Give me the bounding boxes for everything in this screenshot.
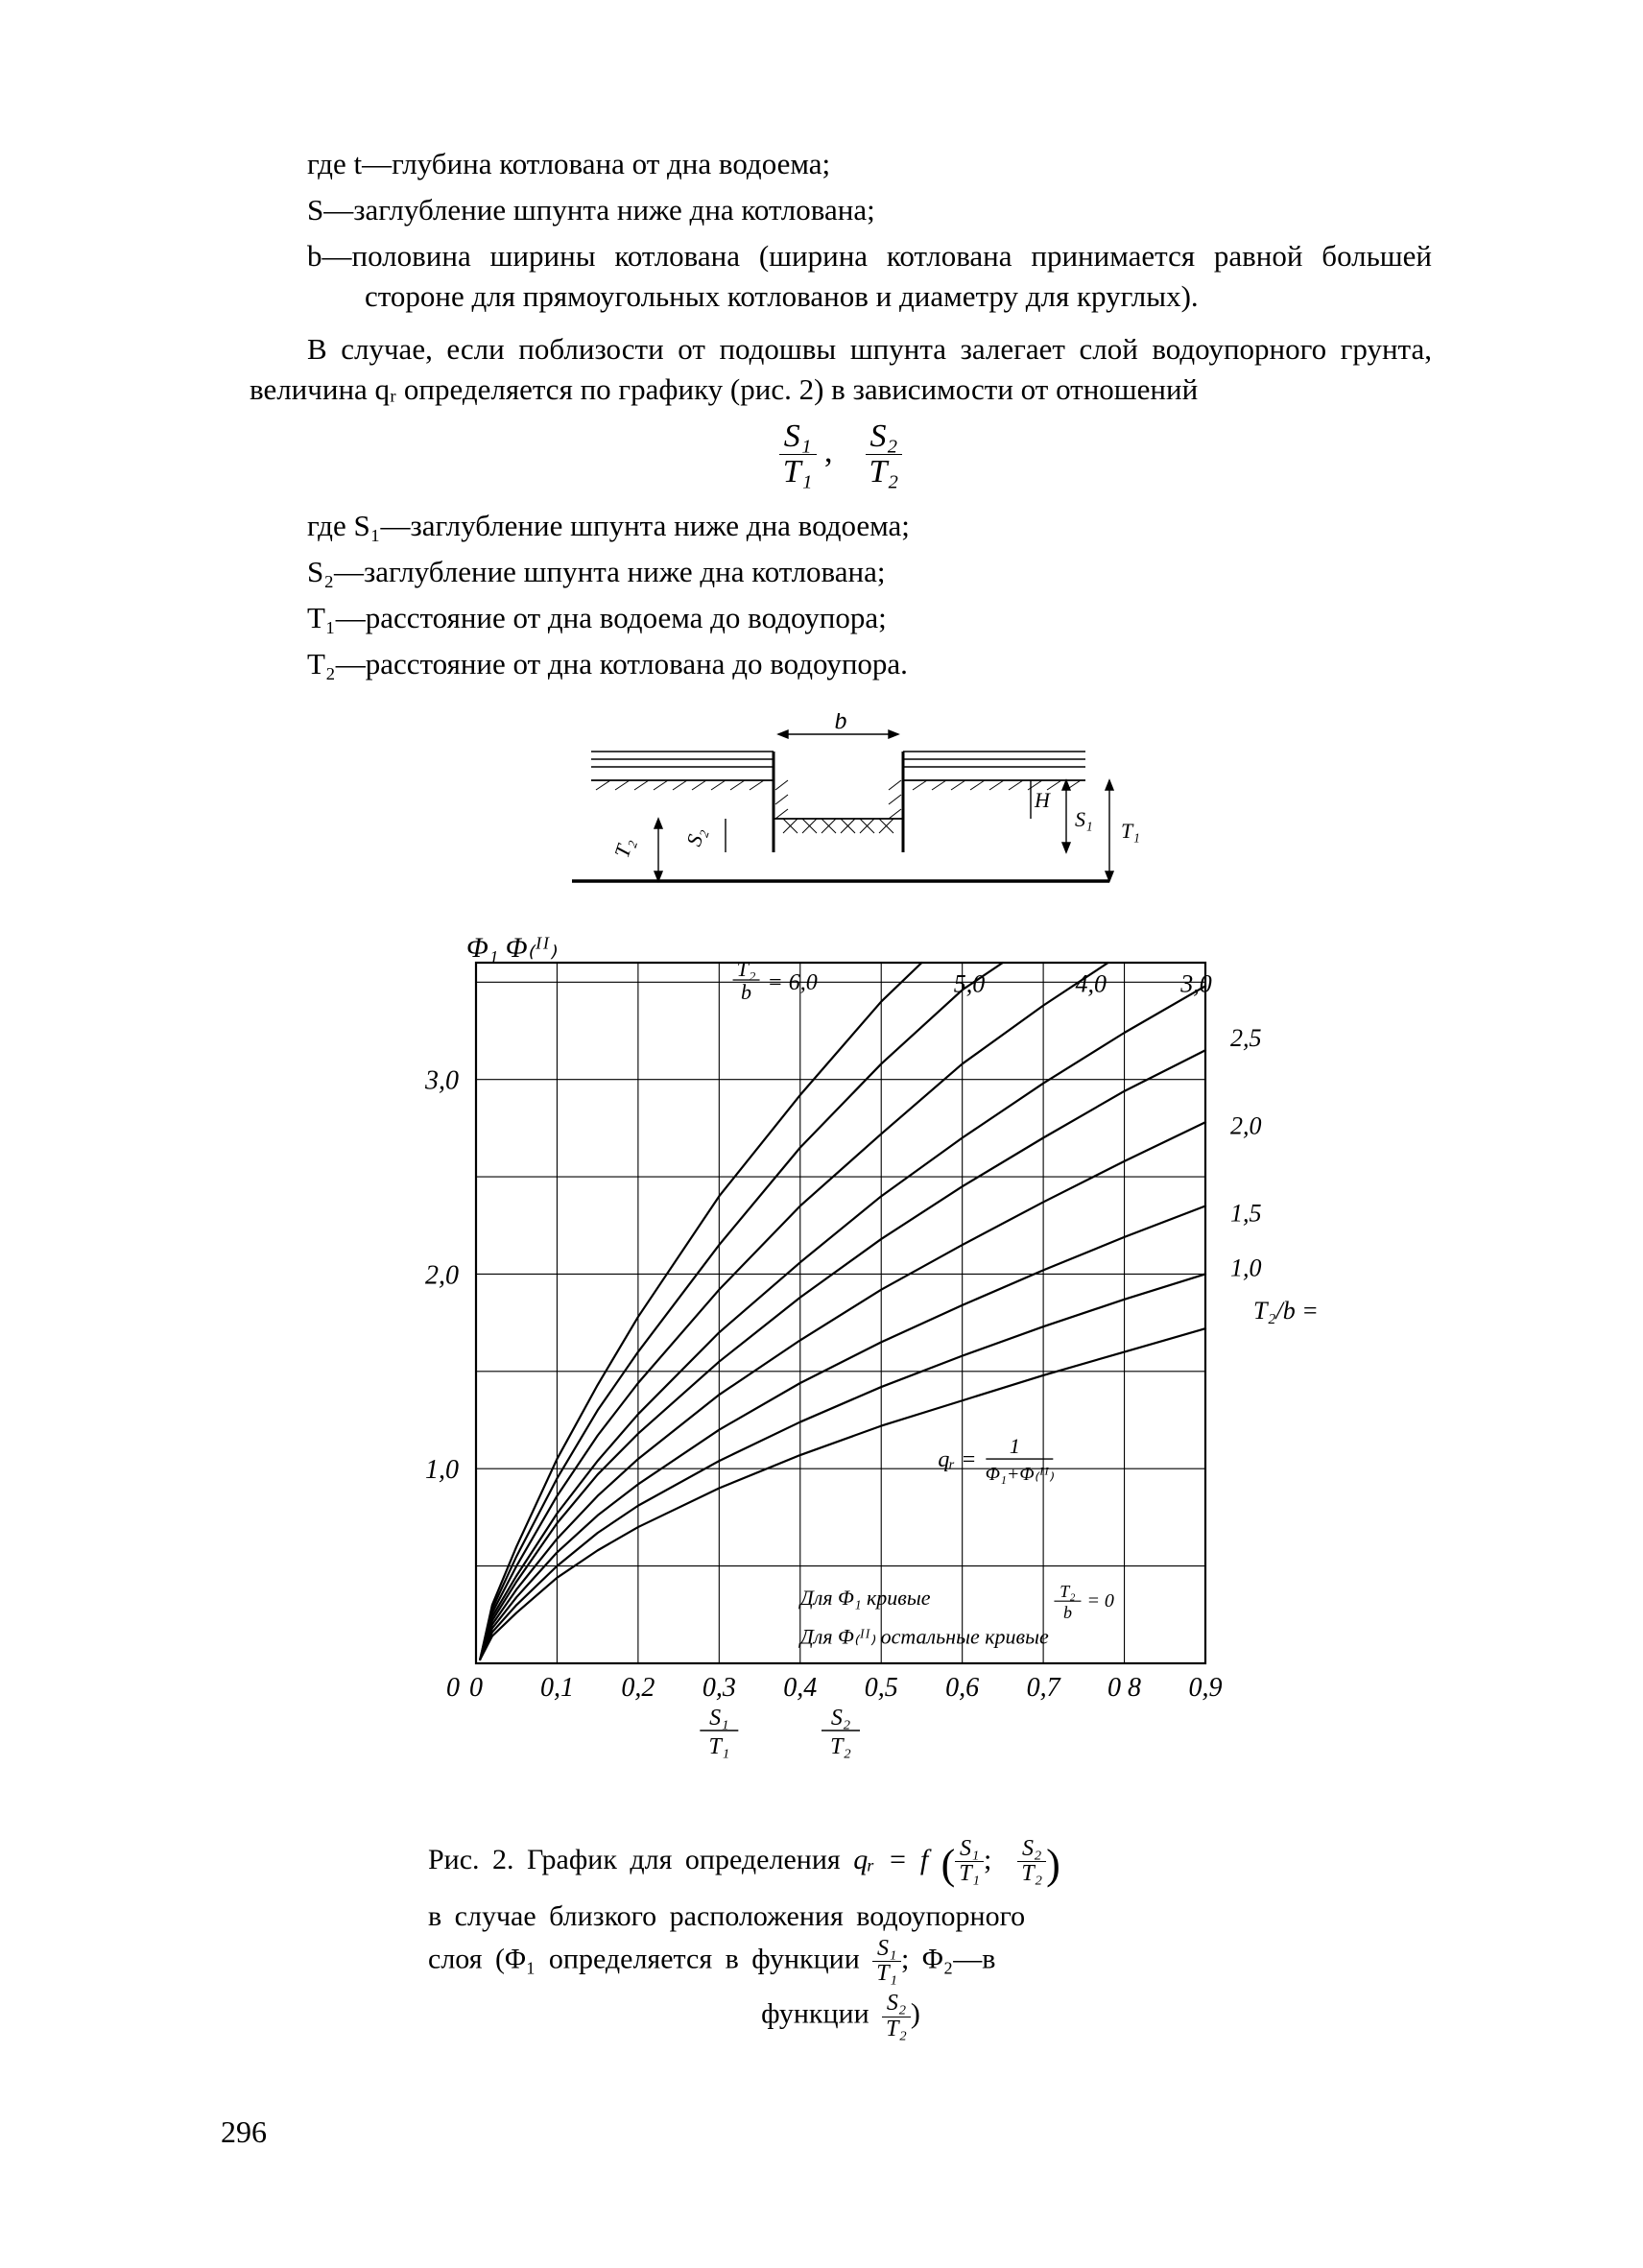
def-t: где t—глубина котлована от дна водоема; [250,144,1432,184]
svg-text:T₂: T₂ [737,957,756,981]
svg-text:0: 0 [469,1673,483,1703]
svg-text:= 0: = 0 [1086,1590,1114,1611]
schematic-cross-section: b [534,713,1148,915]
svg-text:T₂: T₂ [830,1734,851,1759]
schematic-b-label: b [835,713,847,734]
svg-text:0: 0 [446,1673,460,1703]
svg-text:4,0: 4,0 [1075,969,1107,997]
svg-text:T₂: T₂ [1060,1582,1075,1601]
svg-text:2,5: 2,5 [1230,1024,1262,1052]
svg-text:0,2: 0,2 [621,1673,655,1703]
svg-text:= 6,0: = 6,0 [768,970,818,995]
formula-ratios: S₁T₁ , S₂T₂ [250,419,1432,489]
def-S2: S₂—заглубление шпунта ниже дна котлована… [250,552,1432,592]
para-aquitard: В случае, если поблизости от подошвы шпу… [250,329,1432,410]
svg-text:Для Φ₍ᴵᴵ₎ остальные кривые: Для Φ₍ᴵᴵ₎ остальные кривые [798,1625,1049,1649]
svg-text:Φ₁+Φ₍ᴵᴵ₎: Φ₁+Φ₍ᴵᴵ₎ [986,1464,1055,1485]
svg-text:S₂: S₂ [831,1706,850,1731]
svg-text:Для Φ₁ кривые: Для Φ₁ кривые [798,1586,931,1610]
svg-text:T₁: T₁ [708,1734,729,1759]
svg-text:0,3: 0,3 [702,1673,736,1703]
chart-qr-curves: 0 0,1 0,2 0,3 0,4 0,5 0,6 0,7 0 8 0,9 0 1,0 2,0 3,0 Φ₁… [361,924,1321,1807]
page-number: 296 [221,2112,267,2153]
svg-text:5,0: 5,0 [954,969,986,997]
svg-text:0,1: 0,1 [540,1673,574,1703]
svg-text:3,0: 3,0 [424,1065,459,1095]
schematic-H: H [1034,788,1051,812]
svg-text:0,5: 0,5 [865,1673,898,1703]
svg-text:0,6: 0,6 [945,1673,979,1703]
schematic-T2: T₂ [609,834,638,860]
page: где t—глубина котлована от дна водоема; … [0,0,1643,2268]
svg-text:0,9: 0,9 [1189,1673,1223,1703]
schematic-T1: T₁ [1121,819,1140,843]
def-b: b—половина ширины котлована (ширина котл… [250,236,1432,317]
svg-text:b: b [741,980,751,1004]
svg-text:1,5: 1,5 [1230,1199,1262,1227]
def-S: S—заглубление шпунта ниже дна котлована; [250,190,1432,230]
svg-text:0,4: 0,4 [783,1673,817,1703]
def-S1: где S₁—заглубление шпунта ниже дна водое… [250,506,1432,546]
svg-text:1,0: 1,0 [1230,1253,1262,1281]
svg-text:b: b [1063,1603,1072,1622]
def-T2: T₂—расстояние от дна котлована до водоуп… [250,644,1432,684]
def-T1: T₁—расстояние от дна водоема до водоупор… [250,598,1432,638]
svg-text:1: 1 [1010,1434,1020,1458]
svg-text:2,0: 2,0 [1230,1111,1262,1139]
schematic-S2: S₂ [681,824,710,849]
svg-text:3,0: 3,0 [1179,969,1212,997]
svg-text:1,0: 1,0 [425,1455,459,1485]
svg-text:S₁: S₁ [709,1706,728,1731]
svg-text:2,0: 2,0 [425,1260,459,1290]
svg-text:Φ₁ Φ₍ᴵᴵ₎: Φ₁ Φ₍ᴵᴵ₎ [466,932,558,964]
svg-text:qᵣ =: qᵣ = [938,1447,976,1472]
svg-text:0,7: 0,7 [1027,1673,1061,1703]
svg-text:0 8: 0 8 [1107,1673,1141,1703]
svg-text:T₂/b = 0: T₂/b = 0 [1253,1297,1321,1325]
schematic-S1: S₁ [1075,807,1093,831]
figure-caption: Рис. 2. График для определения qᵣ = f (S… [428,1834,1253,2041]
